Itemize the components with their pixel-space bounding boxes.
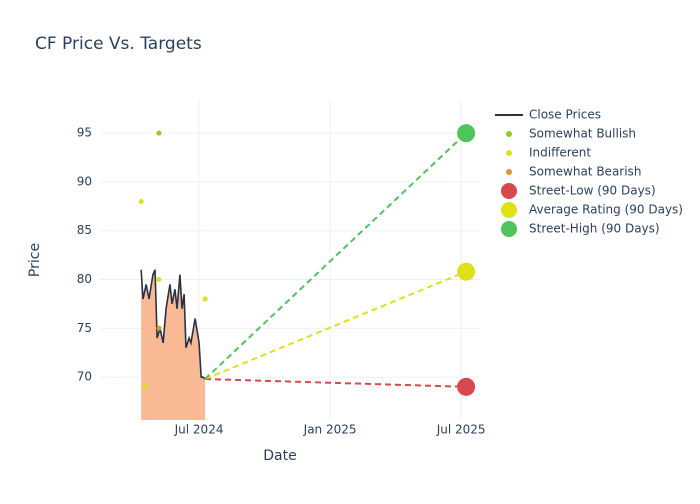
x-tick-label: Jul 2024 <box>174 423 224 437</box>
y-tick-label: 80 <box>77 272 92 286</box>
legend-symbol <box>506 150 512 156</box>
rating-marker <box>156 277 162 283</box>
target-line <box>204 270 467 380</box>
price-area <box>141 269 206 420</box>
y-tick-label: 70 <box>77 370 92 384</box>
legend-label: Street-High (90 Days) <box>529 222 660 236</box>
chart-title: CF Price Vs. Targets <box>35 34 202 54</box>
legend-symbol <box>506 169 512 175</box>
legend-label: Somewhat Bullish <box>529 127 636 141</box>
plot-area <box>138 124 476 420</box>
y-tick-label: 90 <box>77 174 92 188</box>
x-tick-label: Jan 2025 <box>303 423 357 437</box>
legend-label: Average Rating (90 Days) <box>529 203 683 217</box>
target-line <box>205 378 467 388</box>
target-marker <box>457 262 476 281</box>
legend-label: Street-Low (90 Days) <box>529 184 656 198</box>
x-axis-label: Date <box>263 448 296 464</box>
legend-symbol <box>501 183 517 199</box>
x-tick-label: Jul 2025 <box>436 423 486 437</box>
legend-label: Indifferent <box>529 146 591 160</box>
legend-symbol <box>501 221 517 237</box>
price-line <box>140 269 206 380</box>
target-marker <box>457 124 476 143</box>
legend-symbol <box>501 202 517 218</box>
rating-marker <box>142 384 148 390</box>
y-tick-label: 85 <box>77 223 92 237</box>
legend-label: Somewhat Bearish <box>529 165 641 179</box>
rating-marker <box>138 198 144 204</box>
legend-label: Close Prices <box>529 108 601 122</box>
y-axis-label: Price <box>27 243 43 277</box>
target-marker <box>457 377 476 396</box>
y-tick-label: 95 <box>77 126 92 140</box>
rating-marker <box>156 325 162 331</box>
rating-marker <box>202 296 208 302</box>
rating-marker <box>156 130 162 136</box>
legend-symbol <box>506 131 512 137</box>
y-tick-label: 75 <box>77 321 92 335</box>
